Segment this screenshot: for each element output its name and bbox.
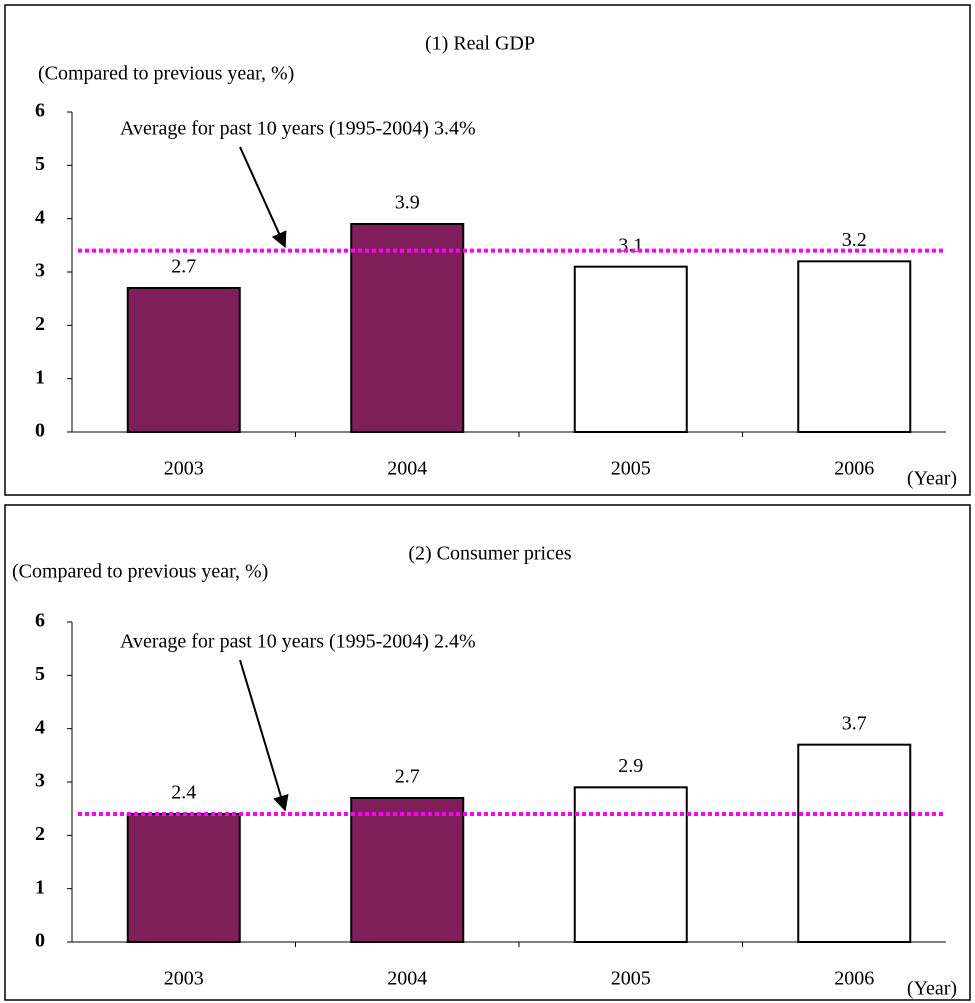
bar: [797, 260, 912, 434]
y-tick-label: 5: [35, 663, 45, 685]
y-tick-label: 1: [35, 366, 45, 388]
average-annotation: Average for past 10 years (1995-2004) 2.…: [120, 631, 476, 653]
value-label: 3.2: [842, 229, 867, 251]
bar: [573, 786, 688, 943]
y-tick-label: 1: [35, 876, 45, 898]
x-tick-label: 2005: [611, 968, 651, 990]
x-axis-unit: (Year): [907, 468, 957, 490]
x-tick-label: 2004: [387, 458, 427, 480]
x-tick-label: 2006: [834, 968, 874, 990]
y-tick-label: 4: [35, 716, 45, 738]
chart-title: (1) Real GDP: [425, 33, 535, 55]
y-axis-label: (Compared to previous year, %): [38, 63, 294, 85]
y-tick-label: 4: [35, 206, 45, 228]
x-tick-label: 2003: [164, 458, 204, 480]
bar: [126, 813, 241, 943]
y-axis-label: (Compared to previous year, %): [12, 561, 268, 583]
value-label: 3.9: [395, 192, 420, 214]
y-tick-label: 0: [35, 420, 45, 442]
value-label: 3.1: [618, 234, 643, 256]
bar: [350, 223, 465, 433]
y-tick-label: 5: [35, 153, 45, 175]
x-tick-label: 2004: [387, 968, 427, 990]
value-label: 2.7: [171, 256, 196, 278]
panel-frame: [4, 504, 971, 1001]
value-label: 2.4: [171, 782, 196, 804]
chart-title: (2) Consumer prices: [408, 543, 572, 565]
bar: [126, 287, 241, 433]
annotation-arrow: [239, 146, 287, 249]
x-tick-label: 2006: [834, 458, 874, 480]
y-tick-label: 2: [35, 823, 45, 845]
y-tick-label: 6: [35, 100, 45, 122]
x-tick-label: 2003: [164, 968, 204, 990]
value-label: 2.7: [395, 766, 420, 788]
value-label: 3.7: [842, 712, 867, 734]
bar: [573, 265, 688, 433]
value-label: 2.9: [618, 755, 643, 777]
panel-frame: [4, 4, 971, 496]
annotation-arrow: [239, 659, 289, 812]
x-tick-label: 2005: [611, 458, 651, 480]
bar: [350, 797, 465, 943]
bar: [797, 743, 912, 944]
y-tick-label: 3: [35, 260, 45, 282]
y-tick-label: 2: [35, 313, 45, 335]
y-tick-label: 6: [35, 610, 45, 632]
x-axis-unit: (Year): [907, 978, 957, 1000]
average-annotation: Average for past 10 years (1995-2004) 3.…: [120, 118, 476, 140]
y-tick-label: 3: [35, 770, 45, 792]
y-tick-label: 0: [35, 930, 45, 952]
